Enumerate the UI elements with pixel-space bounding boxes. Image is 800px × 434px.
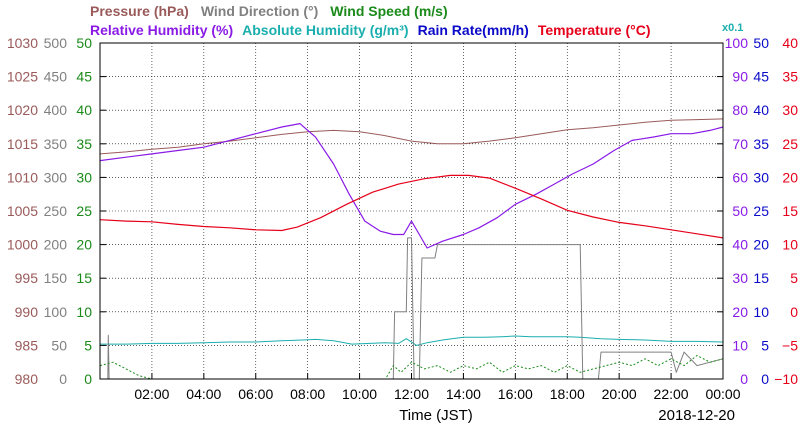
tick-wind_dir: 50 (51, 337, 67, 353)
rain-scale-note: x0.1 (722, 22, 743, 34)
tick-pressure: 1015 (7, 136, 38, 152)
tick-rh: 90 (732, 69, 748, 85)
legend-ah: Absolute Humidity (g/m³) (242, 22, 408, 38)
series-temp (99, 174, 724, 239)
legend-rain: Rain Rate(mm/h) (418, 22, 529, 38)
tick-x: 12:00 (394, 386, 429, 402)
tick-wind_speed: 0 (84, 371, 92, 387)
tick-pressure: 995 (15, 270, 39, 286)
tick-x: 06:00 (238, 386, 273, 402)
legend-temp: Temperature (°C) (538, 22, 651, 38)
date-label: 2018-12-20 (658, 407, 735, 424)
tick-pressure: 990 (15, 304, 39, 320)
tick-wind_speed: 20 (76, 237, 92, 253)
tick-rain: 30 (753, 169, 769, 185)
tick-x: 02:00 (134, 386, 169, 402)
tick-x: 04:00 (186, 386, 221, 402)
tick-wind_dir: 0 (59, 371, 67, 387)
tick-rain: 5 (761, 337, 769, 353)
tick-x: 10:00 (342, 386, 377, 402)
tick-rh: 30 (732, 270, 748, 286)
tick-wind_speed: 50 (76, 35, 92, 51)
tick-temp: 10 (782, 237, 798, 253)
tick-rh: 10 (732, 337, 748, 353)
tick-temp: 0 (790, 304, 798, 320)
tick-rain: 40 (753, 102, 769, 118)
tick-wind_speed: 35 (76, 136, 92, 152)
axes: 9809859909951000100510101015102010251030… (7, 35, 798, 402)
tick-rh: 60 (732, 169, 748, 185)
tick-temp: 35 (782, 69, 798, 85)
tick-wind_speed: 30 (76, 169, 92, 185)
tick-temp: 30 (782, 102, 798, 118)
tick-pressure: 1000 (7, 237, 38, 253)
tick-wind_speed: 15 (76, 270, 92, 286)
tick-rain: 0 (761, 371, 769, 387)
tick-rain: 15 (753, 270, 769, 286)
tick-rain: 20 (753, 237, 769, 253)
x-axis-label: Time (JST) (399, 407, 473, 424)
tick-wind_dir: 450 (44, 69, 68, 85)
tick-wind_dir: 200 (44, 237, 68, 253)
tick-temp: 5 (790, 270, 798, 286)
tick-x: 16:00 (498, 386, 533, 402)
tick-rain: 10 (753, 304, 769, 320)
tick-temp: −10 (774, 371, 798, 387)
tick-rain: 45 (753, 69, 769, 85)
legend-wind_dir: Wind Direction (°) (201, 3, 318, 19)
tick-x: 00:00 (705, 386, 740, 402)
tick-pressure: 1020 (7, 102, 38, 118)
tick-rh: 80 (732, 102, 748, 118)
tick-rain: 50 (753, 35, 769, 51)
legend-rh: Relative Humidity (%) (90, 22, 233, 38)
tick-wind_dir: 400 (44, 102, 68, 118)
tick-x: 08:00 (290, 386, 325, 402)
tick-wind_dir: 100 (44, 304, 68, 320)
legend-pressure: Pressure (hPa) (90, 3, 189, 19)
tick-rh: 20 (732, 304, 748, 320)
tick-wind_dir: 350 (44, 136, 68, 152)
tick-x: 14:00 (446, 386, 481, 402)
series-wind_dir (100, 237, 724, 380)
grid (100, 43, 723, 379)
tick-rain: 35 (753, 136, 769, 152)
tick-temp: 40 (782, 35, 798, 51)
legend-wind_speed: Wind Speed (m/s) (330, 3, 447, 19)
tick-pressure: 1030 (7, 35, 38, 51)
tick-rh: 100 (725, 35, 749, 51)
series-pressure (99, 118, 724, 155)
series-ah (100, 335, 724, 346)
tick-temp: −5 (782, 337, 798, 353)
tick-wind_dir: 500 (44, 35, 68, 51)
tick-x: 20:00 (602, 386, 637, 402)
tick-wind_speed: 25 (76, 203, 92, 219)
series-rh (99, 122, 724, 249)
tick-x: 18:00 (550, 386, 585, 402)
tick-rh: 0 (740, 371, 748, 387)
tick-wind_dir: 300 (44, 169, 68, 185)
tick-pressure: 1025 (7, 69, 38, 85)
tick-wind_dir: 150 (44, 270, 68, 286)
tick-pressure: 985 (15, 337, 39, 353)
tick-temp: 20 (782, 169, 798, 185)
tick-wind_dir: 250 (44, 203, 68, 219)
tick-x: 22:00 (654, 386, 689, 402)
tick-wind_speed: 5 (84, 337, 92, 353)
tick-wind_speed: 40 (76, 102, 92, 118)
tick-rain: 25 (753, 203, 769, 219)
tick-rh: 50 (732, 203, 748, 219)
legend: Pressure (hPa) Wind Direction (°) Wind Spe… (90, 3, 743, 38)
tick-wind_speed: 45 (76, 69, 92, 85)
tick-temp: 25 (782, 136, 798, 152)
tick-pressure: 1010 (7, 169, 38, 185)
tick-rh: 70 (732, 136, 748, 152)
tick-pressure: 1005 (7, 203, 38, 219)
tick-pressure: 980 (15, 371, 39, 387)
tick-temp: 15 (782, 203, 798, 219)
tick-wind_speed: 10 (76, 304, 92, 320)
tick-rh: 40 (732, 237, 748, 253)
